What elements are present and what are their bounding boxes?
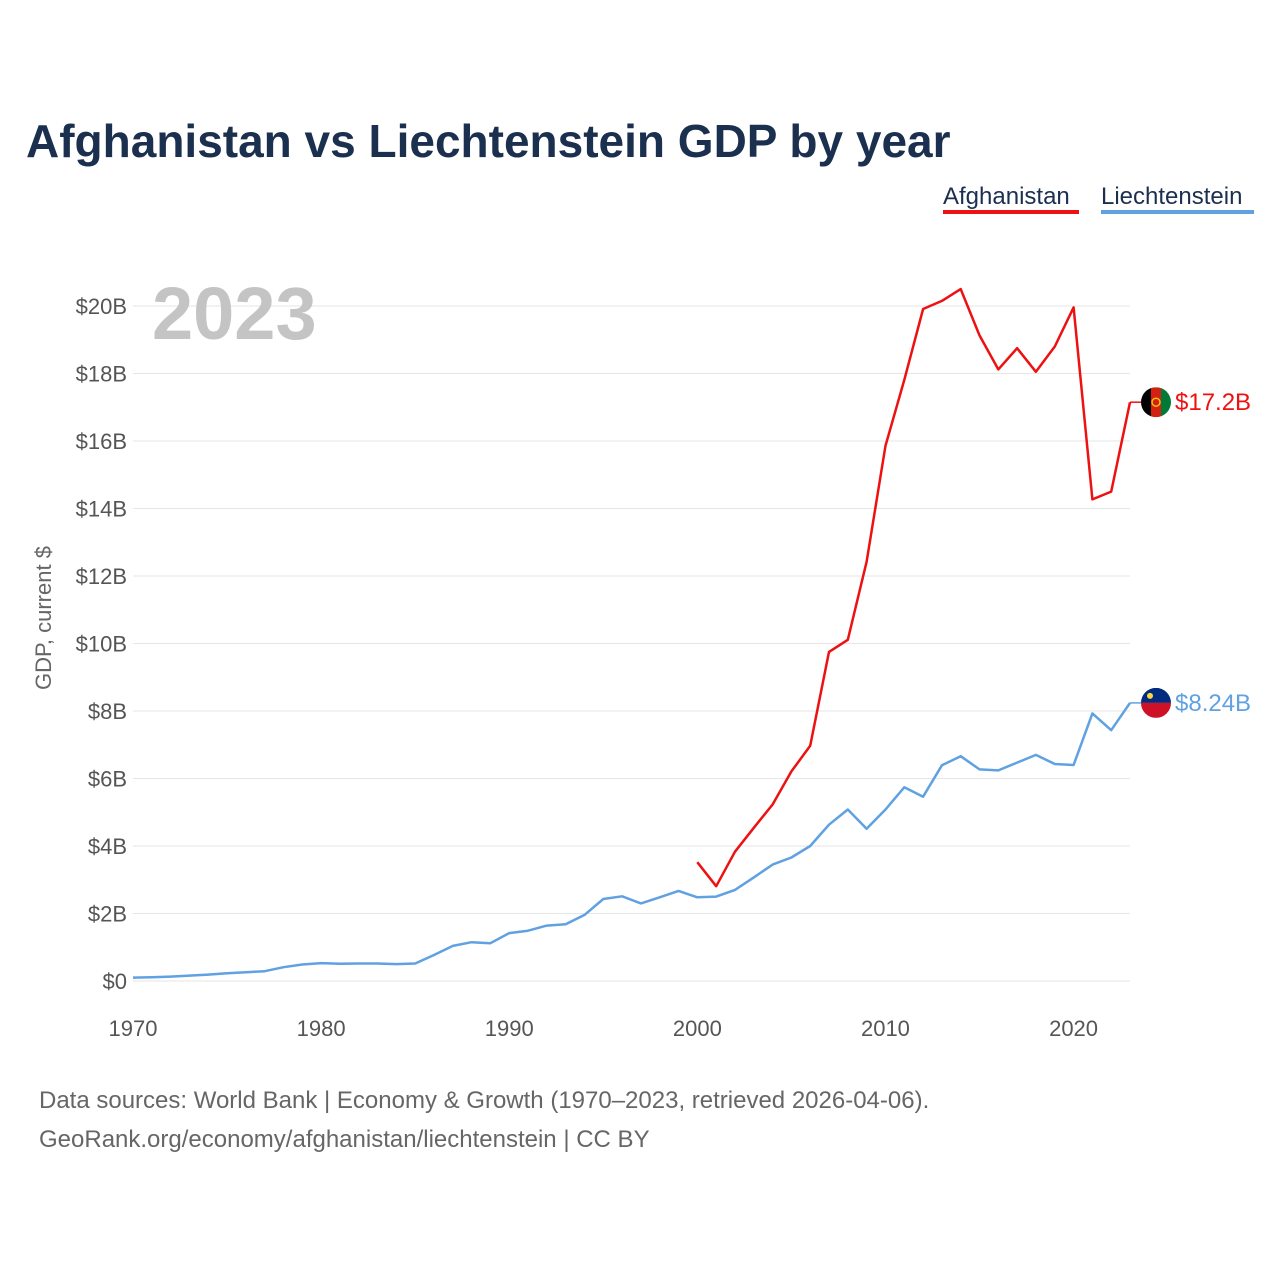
flag-emblem xyxy=(1151,397,1161,407)
flag-stripe xyxy=(1141,687,1171,703)
x-tick-label: 1990 xyxy=(485,1016,534,1041)
series-line-liechtenstein xyxy=(132,702,1132,979)
y-tick-label: $18B xyxy=(76,362,127,387)
series-line-afghanistan xyxy=(696,287,1132,888)
afghanistan-flag-icon xyxy=(1141,387,1171,418)
grid-lines xyxy=(133,305,1130,982)
year-watermark: 2023 xyxy=(152,272,317,355)
end-labels: $17.2B $8.24B xyxy=(1130,387,1251,718)
y-tick-label: $0 xyxy=(103,969,127,994)
legend-item-liechtenstein[interactable]: Liechtenstein xyxy=(1101,183,1242,210)
legend-swatch xyxy=(943,210,1079,214)
y-tick-label: $12B xyxy=(76,564,127,589)
x-axis-ticks: 1970 1980 1990 2000 2010 2020 xyxy=(109,1016,1099,1041)
y-tick-label: $2B xyxy=(88,902,127,927)
flag-crown xyxy=(1147,692,1153,699)
chart-title: Afghanistan vs Liechtenstein GDP by year xyxy=(26,115,951,167)
x-tick-label: 1970 xyxy=(109,1016,158,1041)
x-tick-label: 1980 xyxy=(297,1016,346,1041)
legend-swatch xyxy=(1101,210,1254,214)
legend: Afghanistan Liechtenstein xyxy=(943,183,1254,214)
footer-url[interactable]: GeoRank.org/economy/afghanistan/liechten… xyxy=(39,1126,650,1153)
y-tick-label: $6B xyxy=(88,767,127,792)
y-tick-label: $8B xyxy=(88,699,127,724)
flag-stripe xyxy=(1141,702,1171,718)
flag-stripe xyxy=(1151,387,1162,418)
footer-source: Data sources: World Bank | Economy & Gro… xyxy=(39,1087,929,1114)
y-tick-label: $20B xyxy=(76,294,127,319)
y-tick-label: $10B xyxy=(76,632,127,657)
liechtenstein-flag-icon xyxy=(1141,687,1171,718)
y-tick-label: $16B xyxy=(76,429,127,454)
y-axis-label: GDP, current $ xyxy=(31,546,56,690)
x-tick-label: 2000 xyxy=(673,1016,722,1041)
flag-stripe xyxy=(1161,387,1171,418)
end-value-label: $17.2B xyxy=(1175,389,1251,416)
legend-item-afghanistan[interactable]: Afghanistan xyxy=(943,183,1070,210)
series-layer xyxy=(132,287,1132,979)
y-tick-label: $14B xyxy=(76,497,127,522)
x-tick-label: 2020 xyxy=(1049,1016,1098,1041)
y-tick-label: $4B xyxy=(88,834,127,859)
end-value-label: $8.24B xyxy=(1175,690,1251,717)
x-tick-label: 2010 xyxy=(861,1016,910,1041)
y-axis-ticks: $0 $2B $4B $6B $8B $10B $12B $14B $16B $18B $20B xyxy=(76,294,127,994)
flag-stripe xyxy=(1141,387,1152,418)
